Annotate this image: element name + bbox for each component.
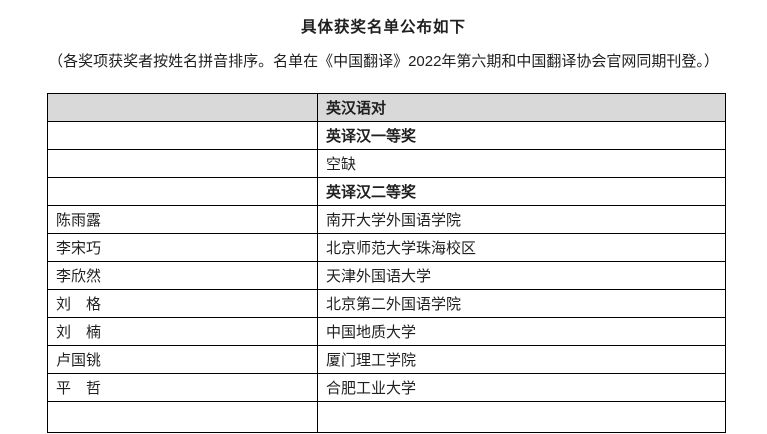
cell-value: 北京师范大学珠海校区 — [317, 233, 726, 262]
intro-paragraph: （各奖项获奖者按姓名拼音排序。名单在《中国翻译》2022年第六期和中国翻译协会官… — [48, 53, 719, 70]
table-row: 刘 楠 中国地质大学 — [47, 317, 726, 346]
header-cell-language-pair: 英汉语对 — [317, 93, 726, 122]
page-title: 具体获奖名单公布如下 — [300, 19, 466, 36]
cell-name: 陈雨露 — [47, 205, 318, 234]
table-row: 卢国铫 厦门理工学院 — [47, 345, 726, 374]
cell-value: 英译汉二等奖 — [317, 177, 726, 206]
table-row: 刘 格 北京第二外国语学院 — [47, 289, 726, 318]
table-row: 平 哲 合肥工业大学 — [47, 373, 726, 402]
header-cell-name — [47, 93, 318, 122]
table-row-category-second-prize: 英译汉二等奖 — [47, 177, 726, 206]
table-row-partial — [47, 401, 726, 433]
cell-value: 空缺 — [317, 149, 726, 178]
table-row: 陈雨露 南开大学外国语学院 — [47, 205, 726, 234]
cell-name — [47, 177, 318, 206]
cell-name: 刘 楠 — [47, 317, 318, 346]
cell-name: 卢国铫 — [47, 345, 318, 374]
table-header-row: 英汉语对 — [47, 93, 726, 122]
cell-name: 刘 格 — [47, 289, 318, 318]
cell-value: 英译汉一等奖 — [317, 121, 726, 150]
cell-value: 北京第二外国语学院 — [317, 289, 726, 318]
table-row: 李欣然 天津外国语大学 — [47, 261, 726, 290]
cell-value: 南开大学外国语学院 — [317, 205, 726, 234]
cell-value — [317, 401, 726, 433]
cell-value: 厦门理工学院 — [317, 345, 726, 374]
cell-name: 平 哲 — [47, 373, 318, 402]
awards-table: 英汉语对 英译汉一等奖 空缺 英译汉二等奖 陈雨露 南开大学外国语学院 李宋巧 … — [47, 93, 726, 433]
cell-value: 天津外国语大学 — [317, 261, 726, 290]
cell-value: 合肥工业大学 — [317, 373, 726, 402]
table-row-category-first-prize: 英译汉一等奖 — [47, 121, 726, 150]
table-row-vacant: 空缺 — [47, 149, 726, 178]
cell-name: 李欣然 — [47, 261, 318, 290]
cell-name — [47, 401, 318, 433]
cell-value: 中国地质大学 — [317, 317, 726, 346]
cell-name: 李宋巧 — [47, 233, 318, 262]
cell-name — [47, 149, 318, 178]
table-row: 李宋巧 北京师范大学珠海校区 — [47, 233, 726, 262]
cell-name — [47, 121, 318, 150]
